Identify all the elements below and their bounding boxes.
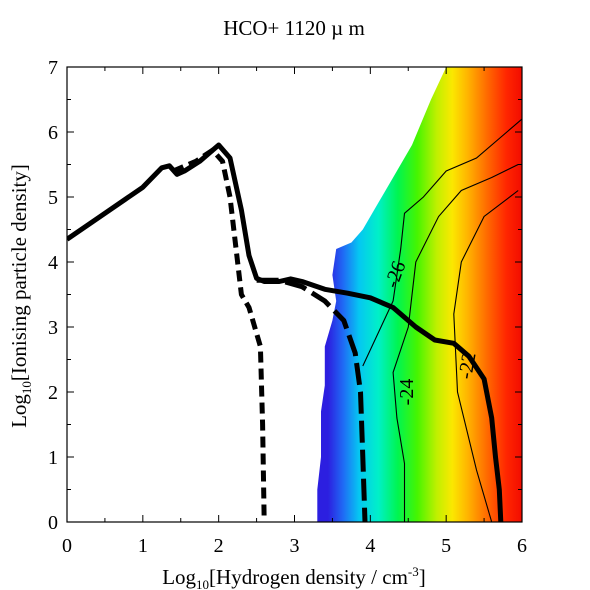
y-axis-title-sub: 10 <box>19 381 34 394</box>
series-line-solid <box>67 142 504 522</box>
y-tick-label: 1 <box>48 447 58 469</box>
y-tick-label: 0 <box>48 512 58 534</box>
x-axis-title-sup: -3 <box>408 564 419 579</box>
x-tick-label: 1 <box>138 535 148 557</box>
y-tick-label: 6 <box>48 122 58 144</box>
series-layer <box>67 142 504 522</box>
y-tick-label: 4 <box>48 252 58 274</box>
plot-area <box>67 67 522 522</box>
x-tick-label: 4 <box>365 535 375 557</box>
y-axis-title-prefix: Log <box>7 394 31 428</box>
tick-layer: 0 1 2 3 4 5 6 0 1 2 3 4 5 6 7 <box>48 57 527 557</box>
x-tick-label: 0 <box>62 535 72 557</box>
x-tick-label: 6 <box>517 535 527 557</box>
chart-title: HCO+ 1120 µ m <box>223 16 365 40</box>
y-tick-label: 2 <box>48 382 58 404</box>
y-axis-title-text: [Ionising particle density] <box>7 164 31 381</box>
x-axis-title-sub: 10 <box>196 577 209 590</box>
heatmap-region <box>317 67 522 522</box>
y-tick-label: 3 <box>48 317 58 339</box>
contour-layer <box>362 118 522 522</box>
series-line-longdash <box>256 277 368 522</box>
contour-label-1: -24 <box>396 379 418 406</box>
x-tick-label: 5 <box>441 535 451 557</box>
y-tick-label: 5 <box>48 187 58 209</box>
x-tick-label: 2 <box>214 535 224 557</box>
x-axis-title-suffix: ] <box>419 565 426 589</box>
x-axis-title-prefix: Log <box>162 565 196 589</box>
y-tick-label: 7 <box>48 57 58 79</box>
contour-line-1 <box>392 164 519 522</box>
y-axis-title: Log10[Ionising particle density] <box>7 164 34 428</box>
x-tick-label: 3 <box>290 535 300 557</box>
contour-label-2: -22 <box>454 351 480 381</box>
series-line-dashed <box>172 147 267 522</box>
x-axis-title-text: [Hydrogen density / cm <box>209 565 408 589</box>
contour-line-0 <box>362 118 522 367</box>
contour-line-2 <box>453 190 519 522</box>
x-axis-title: Log10[Hydrogen density / cm-3] <box>162 564 426 590</box>
